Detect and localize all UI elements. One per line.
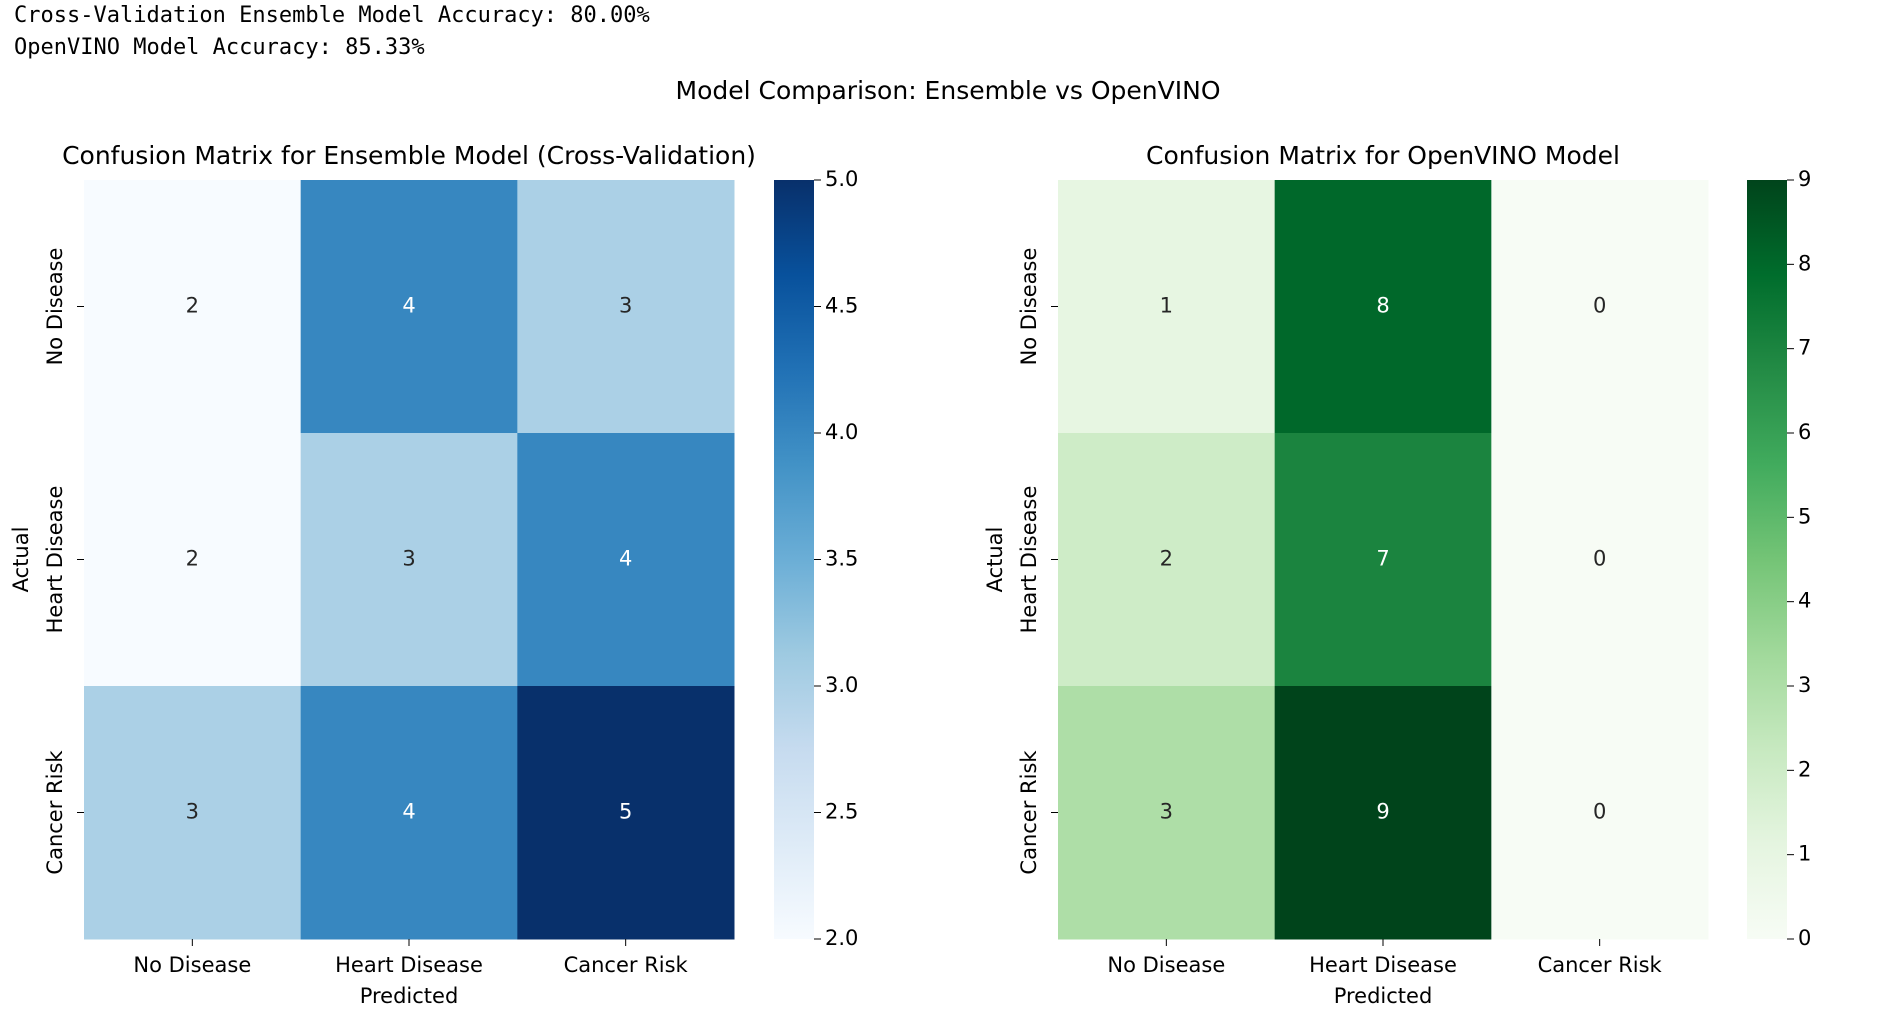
heatmap-cell <box>84 180 302 434</box>
cell-label: 3 <box>619 294 632 318</box>
y-tick-label: Heart Disease <box>43 486 67 634</box>
colorbar-tick-label: 4 <box>1798 589 1811 613</box>
colorbar-tick-label: 3.5 <box>825 547 858 571</box>
colorbar-tick-label: 5 <box>1798 504 1811 528</box>
colorbar-tick-label: 3 <box>1798 673 1811 697</box>
chart-title: Confusion Matrix for OpenVINO Model <box>1146 141 1620 170</box>
x-tick-label: No Disease <box>133 953 251 977</box>
x-tick-label: Heart Disease <box>1309 953 1457 977</box>
cell-label: 9 <box>1376 800 1389 824</box>
heatmap-cell <box>1491 433 1709 687</box>
x-tick-label: Heart Disease <box>335 953 483 977</box>
cell-label: 8 <box>1376 294 1389 318</box>
output-line: Cross-Validation Ensemble Model Accuracy… <box>14 3 650 28</box>
heatmap-cell <box>84 686 302 940</box>
heatmap-cell <box>300 686 518 940</box>
y-tick-label: No Disease <box>43 248 67 366</box>
chart-title: Confusion Matrix for Ensemble Model (Cro… <box>62 141 756 170</box>
cell-label: 0 <box>1593 800 1606 824</box>
colorbar-tick-label: 2.5 <box>825 800 858 824</box>
colorbar <box>774 180 814 939</box>
heatmap-cell <box>1274 686 1492 940</box>
x-tick-label: Cancer Risk <box>1538 953 1663 977</box>
y-axis-label: Actual <box>983 527 1007 593</box>
cell-label: 0 <box>1593 547 1606 571</box>
cell-label: 2 <box>186 294 199 318</box>
colorbar-tick-label: 4.0 <box>825 420 858 444</box>
heatmap-cell <box>517 433 735 687</box>
heatmap-cell <box>1274 180 1492 434</box>
cell-label: 2 <box>1160 547 1173 571</box>
heatmap-cell <box>300 180 518 434</box>
x-axis-label: Predicted <box>360 984 459 1008</box>
figure-title: Model Comparison: Ensemble vs OpenVINO <box>676 76 1221 105</box>
cell-label: 4 <box>619 547 632 571</box>
cell-label: 7 <box>1376 547 1389 571</box>
heatmap-cell <box>1274 433 1492 687</box>
x-tick-label: Cancer Risk <box>564 953 689 977</box>
colorbar <box>1747 180 1787 939</box>
colorbar-tick-label: 2.0 <box>825 926 858 950</box>
y-axis-label: Actual <box>9 527 33 593</box>
colorbar-tick-label: 1 <box>1798 842 1811 866</box>
cell-label: 3 <box>402 547 415 571</box>
y-tick-label: Cancer Risk <box>43 750 67 875</box>
cell-label: 3 <box>1160 800 1173 824</box>
heatmap-cell <box>300 433 518 687</box>
colorbar-tick-label: 2 <box>1798 757 1811 781</box>
heatmap-cell <box>84 433 302 687</box>
y-tick-label: Heart Disease <box>1017 486 1041 634</box>
heatmap-cell <box>1058 180 1276 434</box>
cell-label: 4 <box>402 800 415 824</box>
output-line: OpenVINO Model Accuracy: 85.33% <box>14 35 425 60</box>
colorbar-tick-label: 7 <box>1798 336 1811 360</box>
heatmap-cell <box>1058 433 1276 687</box>
heatmap-cell <box>1491 686 1709 940</box>
colorbar-tick-label: 9 <box>1798 167 1811 191</box>
cell-label: 5 <box>619 800 632 824</box>
x-tick-label: No Disease <box>1107 953 1225 977</box>
colorbar-tick-label: 8 <box>1798 251 1811 275</box>
heatmap-cell <box>1491 180 1709 434</box>
cell-label: 0 <box>1593 294 1606 318</box>
y-tick-label: No Disease <box>1017 248 1041 366</box>
heatmap-cell <box>517 686 735 940</box>
cell-label: 1 <box>1160 294 1173 318</box>
colorbar-tick-label: 6 <box>1798 420 1811 444</box>
colorbar-tick-label: 3.0 <box>825 673 858 697</box>
colorbar-tick-label: 0 <box>1798 926 1811 950</box>
x-axis-label: Predicted <box>1334 984 1433 1008</box>
heatmap-cell <box>517 180 735 434</box>
cell-label: 3 <box>186 800 199 824</box>
y-tick-label: Cancer Risk <box>1017 750 1041 875</box>
cell-label: 4 <box>402 294 415 318</box>
colorbar-tick-label: 4.5 <box>825 294 858 318</box>
colorbar-tick-label: 5.0 <box>825 167 858 191</box>
heatmap-cell <box>1058 686 1276 940</box>
cell-label: 2 <box>186 547 199 571</box>
